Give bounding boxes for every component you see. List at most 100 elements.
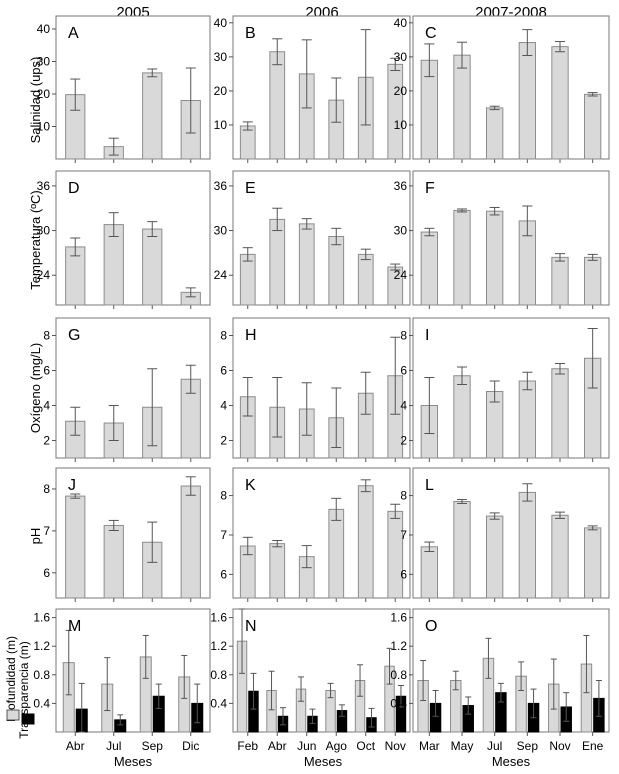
y-tick-label: 30 bbox=[214, 224, 228, 238]
y-tick-label: 30 bbox=[37, 224, 51, 238]
y-tick-label: 20 bbox=[214, 84, 228, 98]
panel-H: 2 4 6 8 H bbox=[220, 317, 411, 462]
x-tick-label: Sep bbox=[142, 739, 164, 753]
y-tick-label: 24 bbox=[37, 268, 51, 282]
y-tick-label: 30 bbox=[394, 224, 408, 238]
bar bbox=[551, 256, 569, 306]
bar bbox=[142, 228, 163, 306]
panel-frame bbox=[232, 170, 411, 306]
bar bbox=[518, 491, 537, 599]
bar bbox=[551, 368, 569, 459]
y-tick-label: 1.2 bbox=[33, 639, 50, 653]
legend-label-0: Profundidad (m) bbox=[4, 636, 18, 722]
bar bbox=[142, 72, 163, 160]
y-tick-label: 36 bbox=[37, 179, 51, 193]
y-tick-label: 0.8 bbox=[210, 668, 227, 682]
y-tick-label: 4 bbox=[43, 399, 50, 413]
y-tick-label: 24 bbox=[214, 268, 228, 282]
y-tick-label: 30 bbox=[214, 50, 228, 64]
y-tick-label: 40 bbox=[37, 22, 51, 36]
y-tick-label: 8 bbox=[43, 482, 50, 496]
panel-frame bbox=[412, 15, 610, 160]
y-tick-label: 36 bbox=[214, 179, 228, 193]
x-tick-label: Feb bbox=[237, 739, 258, 753]
bar bbox=[239, 253, 256, 306]
panel-C: 10 20 30 40 C bbox=[394, 15, 610, 163]
panel-I: 2 4 6 8 I bbox=[400, 317, 610, 462]
bar bbox=[328, 236, 345, 306]
x-tick-label: Abr bbox=[66, 739, 85, 753]
bar bbox=[486, 515, 504, 599]
bar bbox=[453, 375, 471, 459]
bar bbox=[357, 253, 374, 306]
bar bbox=[453, 209, 471, 306]
bar bbox=[269, 543, 286, 599]
x-tick-label: Dic bbox=[182, 739, 199, 753]
y-tick-label: 0.8 bbox=[33, 668, 50, 682]
y-tick-label: 4 bbox=[400, 399, 407, 413]
panel-frame bbox=[412, 608, 610, 733]
y-tick-label: 0.4 bbox=[33, 696, 50, 710]
panel-frame bbox=[232, 15, 411, 160]
bar bbox=[420, 231, 438, 306]
panel-letter: M bbox=[68, 618, 81, 635]
y-tick-label: 10 bbox=[37, 120, 51, 134]
y-tick-label: 8 bbox=[43, 329, 50, 343]
y-tick-label: 36 bbox=[394, 179, 408, 193]
bar bbox=[420, 546, 438, 599]
bar bbox=[357, 485, 374, 599]
bar bbox=[486, 210, 504, 306]
y-tick-label: 4 bbox=[220, 399, 227, 413]
y-tick-label: 6 bbox=[220, 567, 227, 581]
bar bbox=[387, 510, 404, 599]
y-tick-label: 1.2 bbox=[390, 639, 407, 653]
row-label-2: Oxígeno (mg/L) bbox=[28, 343, 43, 433]
panel-frame bbox=[232, 317, 411, 459]
panel-N: 0.4 0.8 1.2 1.6 Feb Abr Jun Ago Oct Nov N bbox=[210, 608, 411, 753]
x-axis-label-1: Meses bbox=[304, 754, 343, 769]
x-axis-label-2: Meses bbox=[492, 754, 531, 769]
panel-letter: H bbox=[245, 327, 257, 344]
panel-letter: O bbox=[425, 618, 437, 635]
panel-frame bbox=[412, 467, 610, 599]
y-tick-label: 0.4 bbox=[390, 696, 407, 710]
bar bbox=[298, 223, 315, 306]
y-tick-label: 7 bbox=[400, 528, 407, 542]
panel-letter: A bbox=[68, 25, 79, 42]
y-tick-label: 40 bbox=[214, 16, 228, 30]
x-tick-label: Jul bbox=[106, 739, 121, 753]
x-tick-label: Oct bbox=[356, 739, 375, 753]
y-tick-label: 2 bbox=[43, 434, 50, 448]
bar bbox=[180, 485, 201, 599]
row-label-1: Temperatura (ºC) bbox=[28, 190, 43, 289]
x-tick-label: May bbox=[451, 739, 474, 753]
y-tick-label: 2 bbox=[400, 434, 407, 448]
y-tick-label: 30 bbox=[37, 55, 51, 69]
x-tick-label: Ene bbox=[582, 739, 604, 753]
x-tick-label: Sep bbox=[517, 739, 539, 753]
bar bbox=[551, 46, 569, 160]
y-tick-label: 20 bbox=[394, 84, 408, 98]
y-tick-label: 1.6 bbox=[210, 611, 227, 625]
bar bbox=[453, 500, 471, 599]
row-label-3: pH bbox=[28, 528, 43, 545]
y-tick-label: 6 bbox=[43, 364, 50, 378]
bar bbox=[486, 107, 504, 160]
y-tick-label: 0.4 bbox=[210, 696, 227, 710]
y-tick-label: 6 bbox=[400, 567, 407, 581]
panel-letter: B bbox=[245, 25, 256, 42]
y-tick-label: 6 bbox=[220, 364, 227, 378]
y-tick-label: 30 bbox=[394, 50, 408, 64]
bar bbox=[453, 54, 471, 160]
y-tick-label: 7 bbox=[220, 528, 227, 542]
y-tick-label: 6 bbox=[400, 364, 407, 378]
bar bbox=[584, 93, 602, 160]
y-tick-label: 8 bbox=[400, 489, 407, 503]
bar bbox=[518, 380, 537, 459]
x-tick-label: Mar bbox=[419, 739, 440, 753]
y-tick-label: 10 bbox=[394, 118, 408, 132]
panel-M: 0.4 0.8 1.2 1.6 Abr Jul Sep Dic M bbox=[33, 608, 211, 753]
x-tick-label: Ago bbox=[326, 739, 348, 753]
panel-E: 24 30 36 E bbox=[214, 170, 411, 309]
